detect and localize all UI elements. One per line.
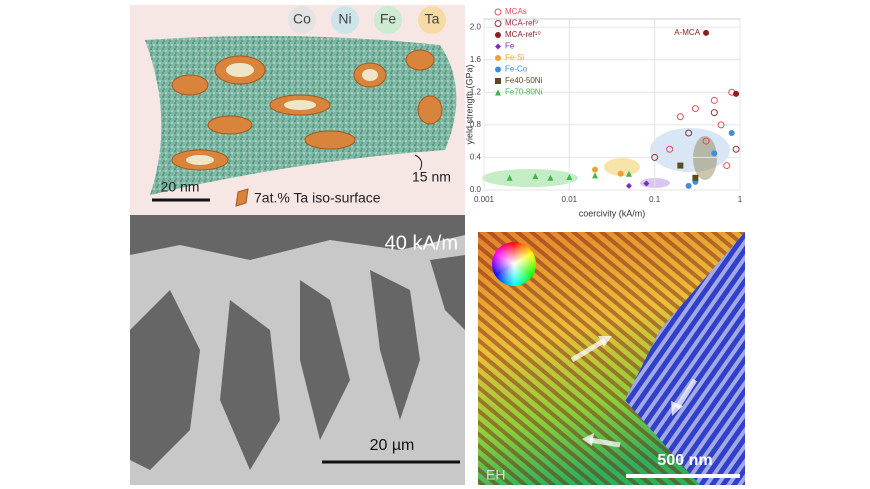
point <box>643 180 650 187</box>
field-label: 40 kA/m <box>385 232 458 254</box>
color-wheel <box>492 242 536 286</box>
y-tick-label: 0.0 <box>470 185 482 194</box>
legend-marker <box>495 55 501 61</box>
x-tick-label: 0.01 <box>562 195 578 204</box>
y-tick-label: 0.8 <box>470 120 482 129</box>
point <box>691 105 699 113</box>
element-label: Co <box>293 11 311 27</box>
legend-marker <box>495 43 501 50</box>
legend-marker <box>495 78 501 84</box>
scale-bar-label: 20 µm <box>370 437 415 454</box>
y-axis-label: yield strength (GPa) <box>464 64 474 144</box>
scale-bar-label: 20 nm <box>161 179 200 195</box>
point <box>702 137 710 145</box>
legend-label: Fe40-50Ni <box>505 76 543 85</box>
point <box>710 109 718 117</box>
element-label: Fe <box>380 11 397 27</box>
point <box>728 130 735 136</box>
y-tick-label: 1.2 <box>470 87 482 96</box>
panel-label: EH <box>486 467 505 483</box>
point <box>733 90 740 97</box>
point <box>625 182 632 189</box>
x-tick-label: 0.001 <box>474 195 495 204</box>
point <box>676 113 684 121</box>
point <box>625 170 632 177</box>
legend-marker <box>494 20 502 27</box>
point <box>617 170 624 177</box>
region <box>604 158 640 176</box>
legend-label: MCAs <box>505 7 527 16</box>
annotation: A-MCA <box>674 28 700 37</box>
fringes <box>625 232 745 485</box>
regions <box>482 128 730 188</box>
x-tick-label: 1 <box>738 195 743 204</box>
x-tick-label: 0.1 <box>649 195 661 204</box>
point <box>592 172 599 179</box>
point <box>703 29 710 36</box>
point <box>547 174 554 181</box>
y-tick-label: 2.0 <box>470 22 482 31</box>
point <box>592 166 599 173</box>
y-tick-label: 0.4 <box>470 153 482 162</box>
point <box>723 162 731 170</box>
iso-legend-label: 7at.% Ta iso-surface <box>254 190 381 206</box>
element-legend: Co Ni Fe Ta <box>288 6 446 34</box>
point <box>651 153 659 161</box>
scale-bar-label: 500 nm <box>657 452 712 469</box>
point <box>532 173 539 180</box>
legend-label: Fe <box>505 42 515 51</box>
iso-surface-interior <box>186 63 378 165</box>
length-pointer <box>414 154 423 171</box>
dark-domains <box>130 215 465 470</box>
region <box>482 169 578 187</box>
point <box>685 129 693 137</box>
iso-legend-icon <box>235 188 249 207</box>
point <box>692 174 699 181</box>
region <box>693 136 717 180</box>
point <box>711 150 718 157</box>
point <box>566 173 573 180</box>
point <box>666 145 674 153</box>
point <box>506 174 513 181</box>
length-label: 15 nm <box>412 169 451 185</box>
point <box>710 96 718 104</box>
legend-label: Fe-Co <box>505 65 528 74</box>
legend-marker <box>495 32 501 38</box>
legend-marker <box>495 66 501 73</box>
region <box>650 128 730 172</box>
legend-marker <box>495 89 501 96</box>
point <box>717 121 725 129</box>
y-tick-label: 1.6 <box>470 55 482 64</box>
element-label: Ta <box>425 11 440 27</box>
legend-label: Fe-Si <box>505 53 524 62</box>
element-label: Ni <box>338 11 351 27</box>
legend-label: Fe70-80Ni <box>505 88 543 97</box>
point <box>732 145 740 153</box>
legend-marker <box>494 8 502 16</box>
legend-label: MCA-ref⁹ <box>505 19 538 28</box>
point <box>685 182 692 189</box>
arrows <box>570 336 698 448</box>
point <box>677 162 684 169</box>
x-axis-label: coercivity (kA/m) <box>579 208 646 218</box>
legend-label: MCA-ref¹⁰ <box>505 30 541 39</box>
